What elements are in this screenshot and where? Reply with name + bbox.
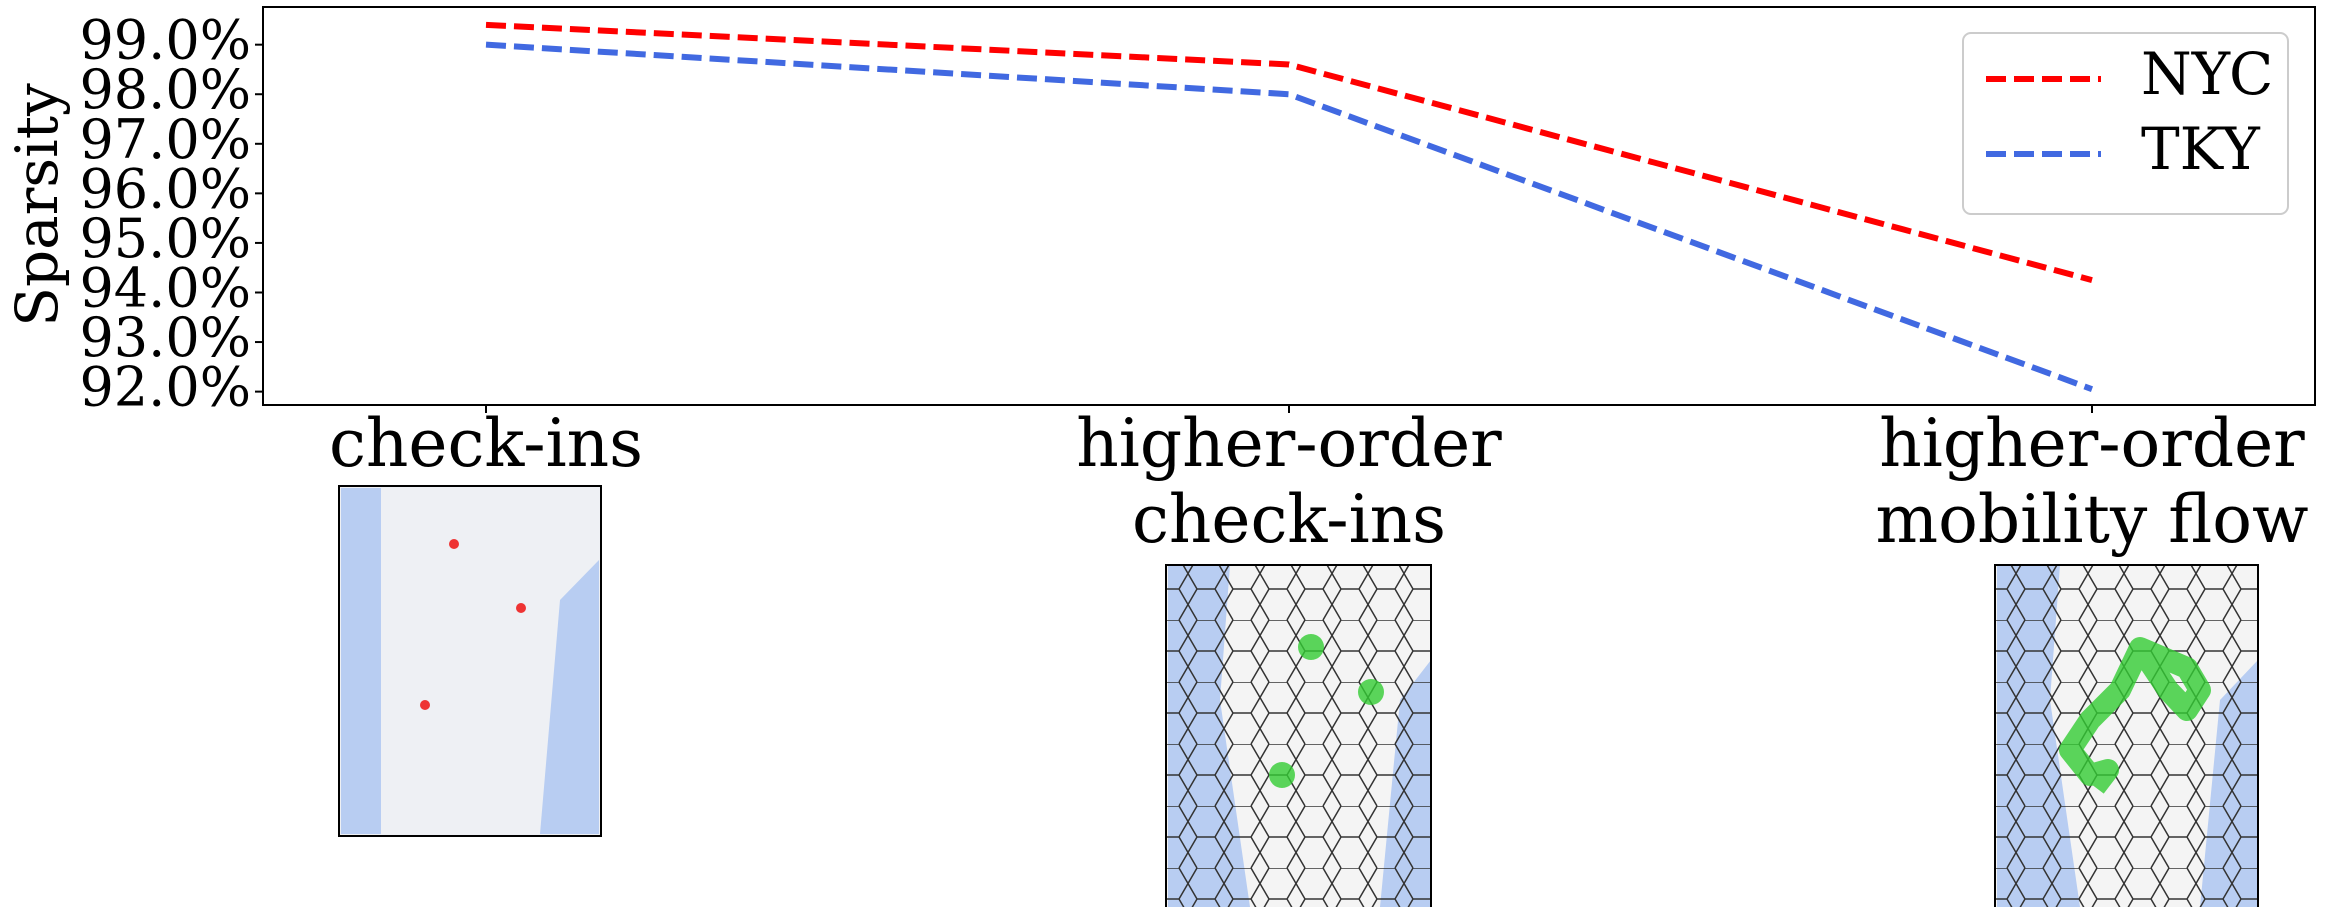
map-checkins — [339, 486, 601, 836]
x-tick-label: check-ins — [136, 406, 836, 482]
map-hex-flow — [1995, 565, 2258, 907]
y-axis-label: Sparsity — [3, 83, 71, 327]
x-tick-label: higher-order check-ins — [939, 406, 1639, 558]
legend-label: NYC — [2141, 40, 2273, 108]
y-tick-label: 99.0% — [79, 9, 251, 72]
series-line — [486, 25, 2092, 280]
page: Sparsity 92.0%93.0%94.0%95.0%96.0%97.0%9… — [0, 0, 2333, 907]
legend-label: TKY — [2141, 115, 2260, 183]
map-hex-checkins — [1166, 565, 1431, 907]
x-tick-label: higher-order mobility flow — [1742, 406, 2333, 558]
